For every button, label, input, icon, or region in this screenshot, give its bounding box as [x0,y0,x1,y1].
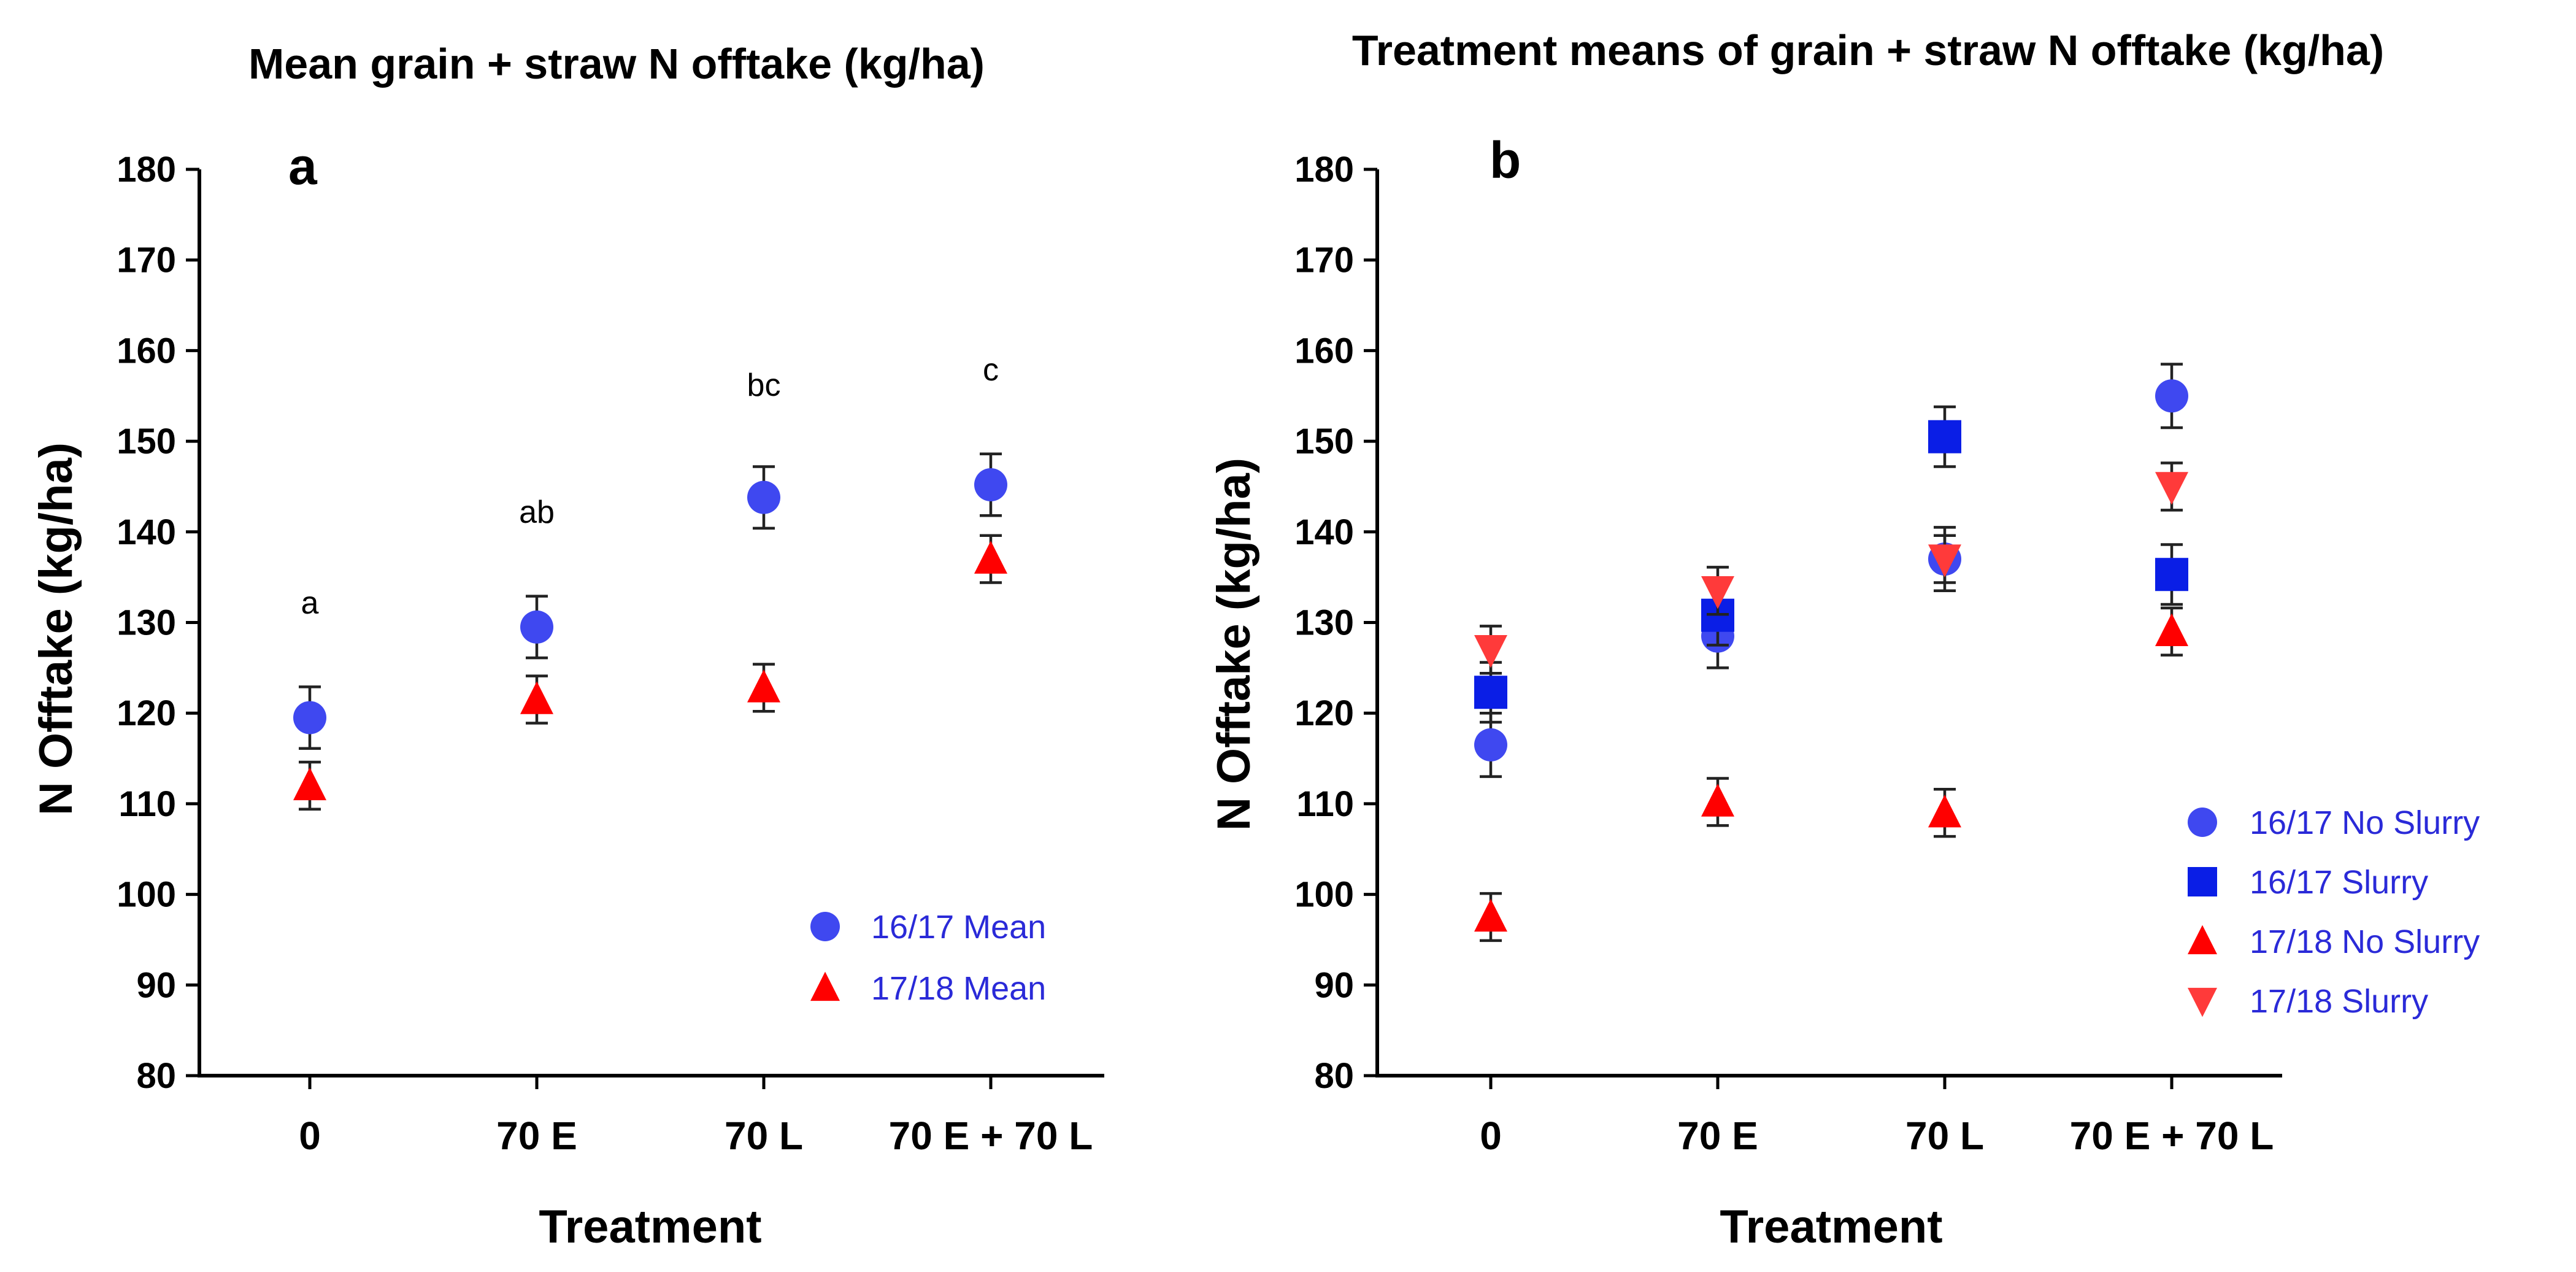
data-point [2155,558,2188,592]
x-tick-label: 0 [1480,1114,1502,1158]
x-tick-label: 0 [299,1114,321,1158]
panel-b-plot: 80 90 100 110 120 130 140 150 160 170 180 0 70 E 70 L… [1294,150,2480,1158]
y-tick-label: 170 [117,241,176,280]
x-tick-label: 70 E + 70 L [2070,1114,2274,1158]
panel-a-y-axis-title: N Offtake (kg/ha) [30,442,82,815]
y-tick-label: 110 [118,784,176,824]
significance-letter: ab [519,495,555,530]
y-tick-label: 120 [1294,693,1354,733]
data-point [520,610,553,644]
legend-marker [2188,808,2217,837]
data-point [747,480,780,514]
significance-letter: a [301,585,319,621]
data-point [1474,635,1507,668]
y-tick-label: 160 [117,331,176,371]
y-tick-label: 110 [1296,784,1354,824]
series-16-17-slurry [1474,405,2188,724]
data-point [2155,472,2188,505]
x-tick-label: 70 E [496,1114,577,1158]
significance-letter: c [983,352,999,388]
legend-marker [2188,987,2217,1017]
data-point [1701,784,1734,817]
y-tick-label: 100 [1294,875,1354,915]
legend-label: 16/17 Slurry [2250,864,2428,901]
significance-letter: bc [747,368,781,403]
data-point [520,681,553,714]
series-17-18-no-slurry [1474,606,2188,942]
y-tick-label: 130 [1294,603,1354,643]
panel-b-x-axis-title: Treatment [1720,1201,1942,1253]
y-tick-label: 160 [1294,331,1354,371]
data-point [1474,676,1507,709]
y-tick-label: 80 [136,1056,176,1096]
data-point [1474,728,1507,761]
data-point [1928,544,1961,577]
data-point [293,767,326,801]
y-tick-label: 140 [1294,512,1354,552]
panel-b: Treatment means of grain + straw N offta… [1208,26,2480,1253]
series-17-18-slurry [1474,461,2188,675]
y-tick-label: 120 [117,693,176,733]
panel-b-title: Treatment means of grain + straw N offta… [1352,26,2384,74]
panel-a-title: Mean grain + straw N offtake (kg/ha) [248,40,985,88]
panel-a: Mean grain + straw N offtake (kg/ha) a N… [30,40,1104,1253]
series-17-18-mean [293,534,1007,811]
legend-marker [2188,925,2217,955]
data-point [1928,420,1961,453]
legend-marker [810,971,840,1001]
series-16-17-mean [293,452,1007,750]
y-tick-label: 130 [117,603,176,643]
data-point [1474,898,1507,932]
y-tick-label: 180 [1294,150,1354,190]
legend-marker [2188,867,2217,896]
legend-label: 16/17 Mean [871,909,1046,946]
y-tick-label: 170 [1294,241,1354,280]
data-point [1928,794,1961,828]
y-tick-label: 90 [136,965,176,1005]
y-tick-label: 150 [1294,422,1354,461]
panel-b-y-axis-title: N Offtake (kg/ha) [1208,458,1260,831]
panel-b-label: b [1490,131,1521,189]
x-tick-label: 70 E + 70 L [889,1114,1093,1158]
y-tick-label: 80 [1314,1056,1354,1096]
x-tick-label: 70 L [725,1114,803,1158]
panel-a-label: a [288,137,318,195]
data-point [1701,576,1734,609]
y-tick-label: 100 [117,875,176,915]
series-16-17-no-slurry [1474,363,2188,778]
data-point [747,669,780,703]
legend-label: 17/18 Mean [871,970,1046,1007]
x-tick-label: 70 E [1677,1114,1758,1158]
legend-marker [810,912,840,941]
data-point [974,468,1007,501]
data-point [2155,379,2188,413]
y-tick-label: 90 [1314,965,1354,1005]
legend-label: 17/18 Slurry [2250,983,2428,1020]
panel-a-x-axis-title: Treatment [539,1201,761,1253]
legend-label: 17/18 No Slurry [2250,923,2480,960]
data-point [293,701,326,734]
data-point [2155,613,2188,647]
panel-a-plot: 80 90 100 110 120 130 140 150 160 170 180 0 70 E 70 L… [117,150,1104,1158]
legend-label: 16/17 No Slurry [2250,804,2480,841]
y-tick-label: 180 [117,150,176,190]
y-tick-label: 140 [117,512,176,552]
data-point [974,541,1007,574]
x-tick-label: 70 L [1905,1114,1984,1158]
y-tick-label: 150 [117,422,176,461]
